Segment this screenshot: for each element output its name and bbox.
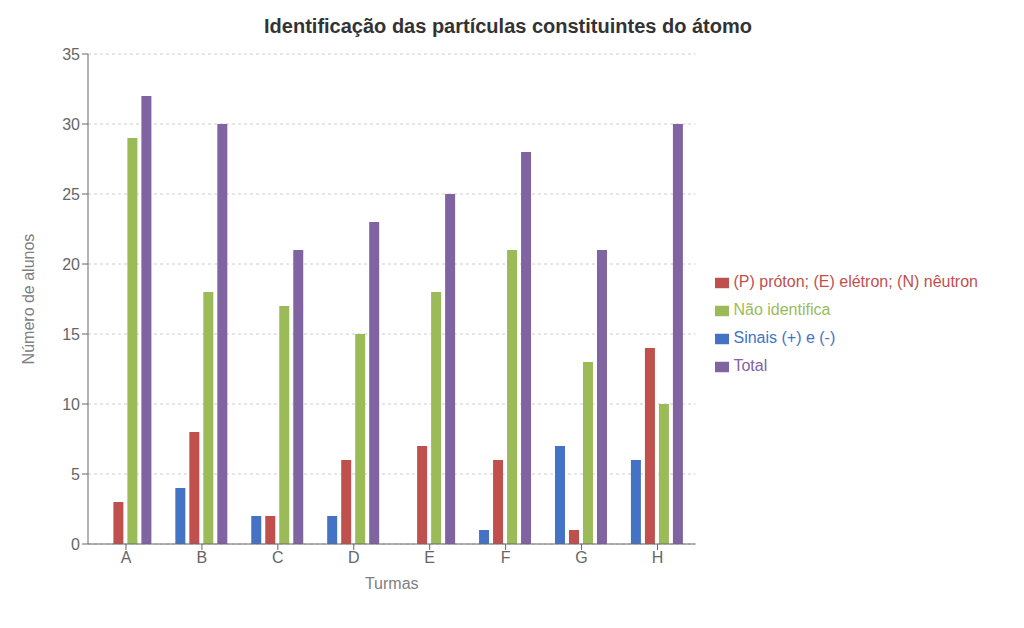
svg-text:25: 25 (62, 186, 80, 203)
svg-text:35: 35 (62, 46, 80, 63)
svg-text:H: H (652, 549, 664, 566)
html-text:Não identifica: Não identifica (733, 301, 831, 318)
svg-text:B: B (197, 549, 208, 566)
html-text:(P) próton; (E) elétron; (N) n: (P) próton; (E) elétron; (N) nêutron (733, 273, 978, 290)
html-text:Total: Total (733, 357, 768, 374)
svg-text:F: F (501, 549, 511, 566)
html-text:Sinais (+) e (-): Sinais (+) e (-) (733, 329, 836, 346)
svg-text:15: 15 (62, 326, 80, 343)
svg-text:Turmas: Turmas (365, 575, 419, 592)
svg-text:A: A (121, 549, 132, 566)
svg-text:20: 20 (62, 256, 80, 273)
html-text:Identificação das partículas c: Identificação das partículas constituint… (264, 15, 752, 37)
svg-text:C: C (272, 549, 284, 566)
svg-text:Número de alunos: Número de alunos (20, 234, 37, 365)
svg-text:10: 10 (62, 396, 80, 413)
svg-text:D: D (348, 549, 360, 566)
svg-text:G: G (575, 549, 587, 566)
svg-text:0: 0 (71, 536, 80, 553)
svg-text:30: 30 (62, 116, 80, 133)
svg-text:5: 5 (71, 466, 80, 483)
svg-text:E: E (424, 549, 435, 566)
